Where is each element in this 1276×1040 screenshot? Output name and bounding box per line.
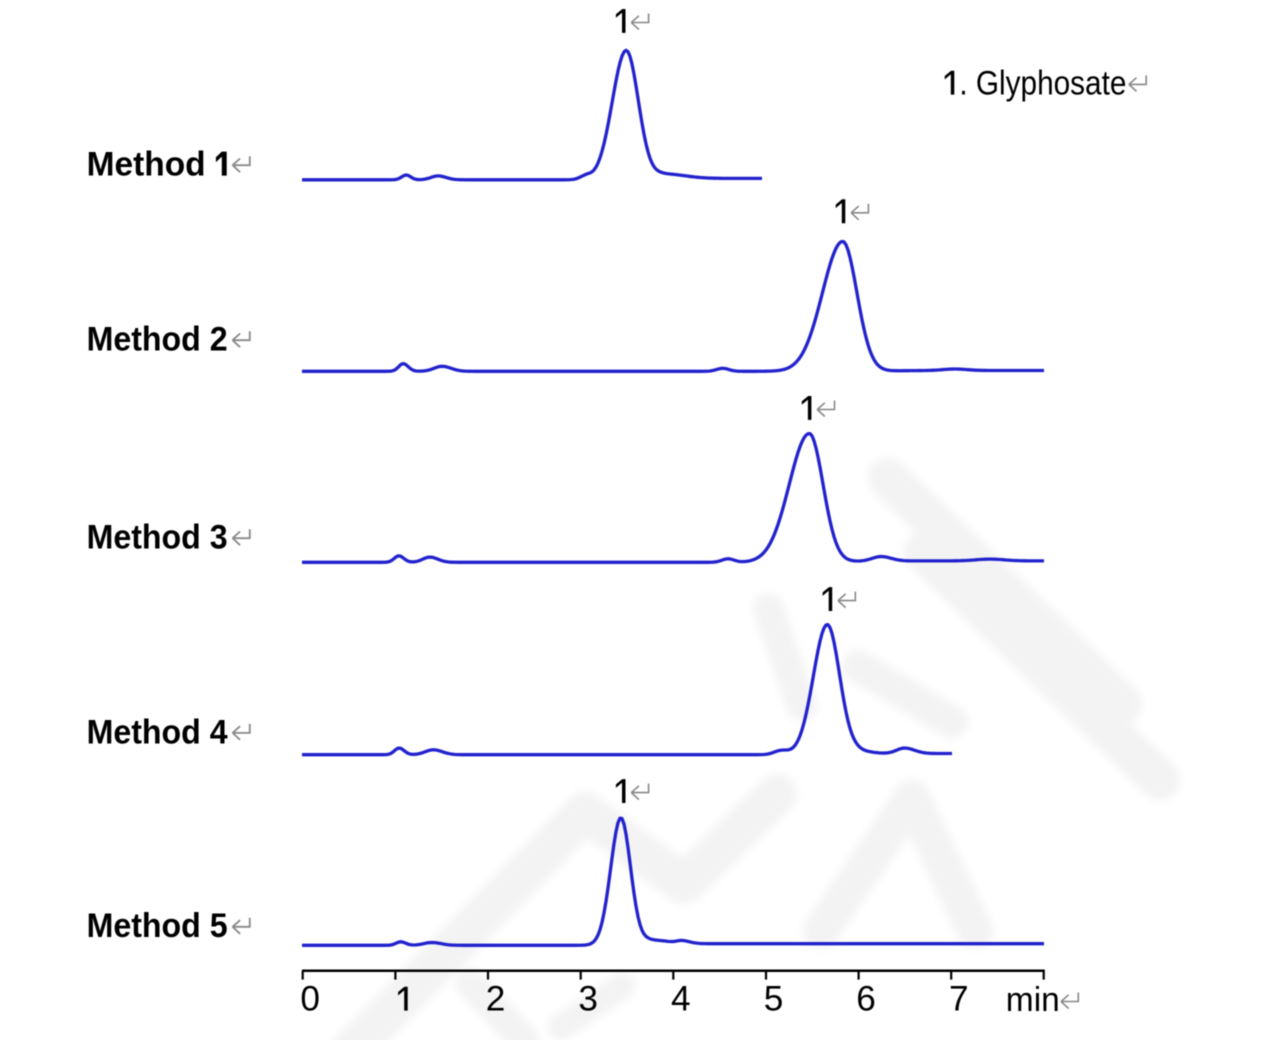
svg-text:0: 0 — [300, 980, 320, 1019]
svg-text:4: 4 — [671, 980, 691, 1019]
svg-text:3: 3 — [578, 980, 598, 1019]
svg-text:5: 5 — [764, 980, 784, 1019]
svg-text:. Glyphosate: . Glyphosate — [959, 65, 1126, 103]
svg-text:Method 3: Method 3 — [87, 519, 228, 557]
svg-text:Method 4: Method 4 — [87, 713, 229, 751]
svg-text:2: 2 — [486, 980, 506, 1019]
svg-text:6: 6 — [856, 980, 876, 1019]
svg-text:Method 5: Method 5 — [87, 907, 228, 945]
svg-text:7: 7 — [949, 980, 969, 1019]
svg-text:Method: Method — [87, 146, 206, 184]
svg-text:min: min — [1006, 981, 1060, 1019]
svg-text:Method 2: Method 2 — [87, 321, 228, 359]
